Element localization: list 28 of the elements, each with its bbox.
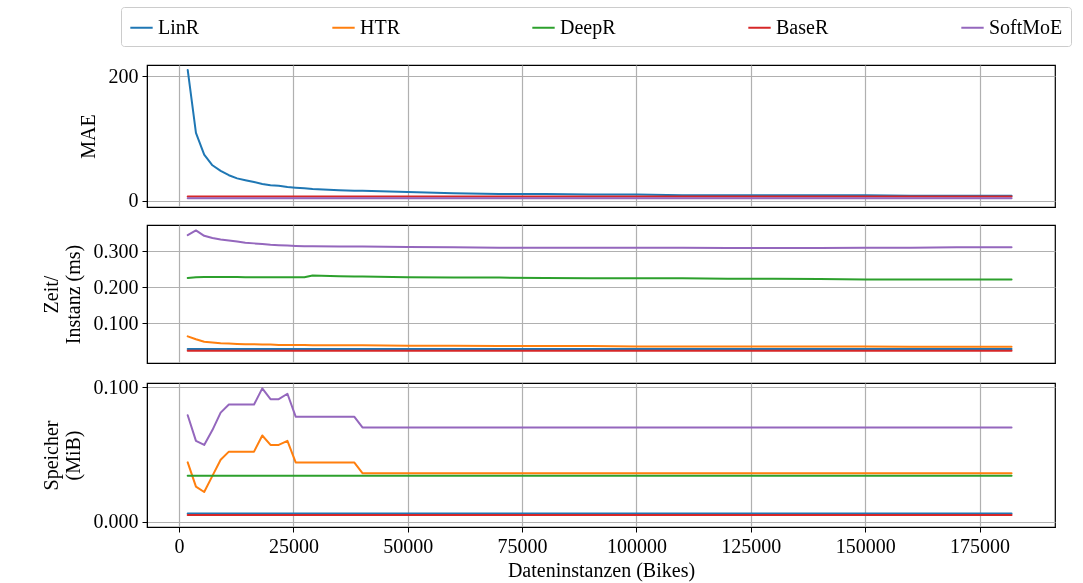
y-tick-label: 0.300 [93,239,139,262]
x-tick-label: 0 [174,534,185,557]
legend-label: HTR [360,15,401,38]
x-tick-label: 100000 [606,534,667,557]
x-tick-label: 125000 [721,534,782,557]
x-tick-label: 75000 [497,534,548,557]
y-axis-title: MAE [76,114,99,159]
x-tick-label: 150000 [835,534,896,557]
y-tick-label: 200 [108,64,139,87]
line-series [186,335,1013,348]
x-tick-label: 175000 [950,534,1011,557]
x-axis-title: Dateninstanzen (Bikes) [507,558,696,582]
y-axis-title: Speicher (MiB) [39,420,85,491]
y-tick-label: 0.100 [93,311,139,334]
x-tick-label: 50000 [383,534,434,557]
legend-label: SoftMoE [989,15,1063,38]
y-tick-label: 0 [128,189,139,212]
x-tick-label: 25000 [268,534,319,557]
line-series [186,387,1013,446]
legend-label: LinR [158,15,200,38]
y-tick-label: 0.000 [93,510,139,533]
y-tick-label: 0.100 [93,375,139,398]
y-axis-title: Zeit/ Instanz (ms) [39,244,85,345]
legend-label: DeepR [560,15,617,39]
legend-label: BaseR [776,15,829,38]
line-series [186,229,1013,250]
y-tick-label: 0.200 [93,275,139,298]
line-series [186,434,1013,494]
